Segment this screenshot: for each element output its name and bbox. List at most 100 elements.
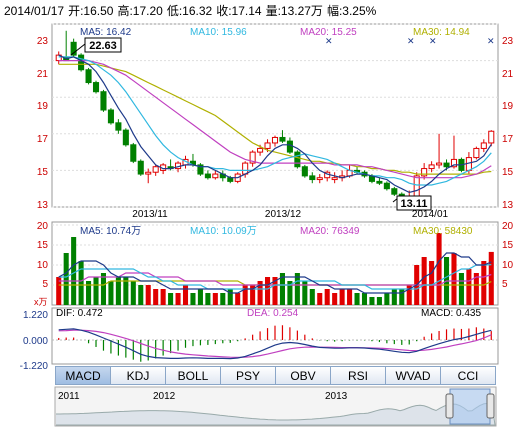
legend-ma30: MA30: 14.94 <box>413 27 470 38</box>
vol-tick-right: 20 <box>502 221 514 232</box>
price-tick-left: 15 <box>37 167 49 178</box>
candle-body <box>488 130 495 144</box>
volume-bar <box>436 233 442 305</box>
volume-bar <box>86 281 92 305</box>
candle-body <box>257 147 264 153</box>
candle-body <box>107 109 114 124</box>
price-tick-right: 15 <box>502 167 514 178</box>
tab-kdj[interactable]: KDJ <box>111 366 166 385</box>
volume-bar <box>168 293 174 305</box>
macd-legend-dif: DIF: 0.472 <box>56 308 103 319</box>
candle-body <box>391 188 398 195</box>
volume-bar <box>235 293 241 305</box>
quote-low: 低:16.32 <box>166 4 213 18</box>
macd-tick: 0.000 <box>23 336 48 347</box>
candle-body <box>242 162 249 175</box>
tab-cci[interactable]: CCI <box>441 366 496 385</box>
candle-body <box>137 160 144 175</box>
tab-obv[interactable]: OBV <box>276 366 331 385</box>
candle-body <box>301 166 308 177</box>
volume-bar <box>309 289 315 305</box>
candle-body <box>85 69 92 84</box>
event-marker-icon[interactable]: ✕ <box>407 36 415 46</box>
vol-tick-left: 5 <box>42 279 48 290</box>
volume-bar <box>138 285 144 305</box>
price-tick-left: 13 <box>37 200 49 211</box>
x-tick: 2014/01 <box>412 209 449 220</box>
volume-bar <box>473 273 479 305</box>
volume-bar <box>130 281 136 305</box>
quote-header: 2014/01/17 开:16.50 高:17.20 低:16.32 收:17.14 量:… <box>4 2 380 19</box>
candle-body <box>264 142 271 149</box>
tab-wvad[interactable]: WVAD <box>386 366 441 385</box>
price-tick-left: 17 <box>37 134 49 145</box>
candle-body <box>413 175 420 197</box>
tab-boll[interactable]: BOLL <box>166 366 221 385</box>
max-price-label: 22.63 <box>89 40 117 52</box>
price-tick-right: 13 <box>502 200 514 211</box>
vol-tick-left: 10 <box>37 260 49 271</box>
volume-bar <box>205 293 211 305</box>
vol-tick-right: 5 <box>502 279 508 290</box>
candle-body <box>428 164 435 170</box>
candle-body <box>443 162 450 168</box>
volume-bar <box>287 281 293 305</box>
candle-body <box>122 129 129 146</box>
candle-body <box>78 54 85 71</box>
navigator-right-handle[interactable] <box>486 393 495 419</box>
navigator-left-handle[interactable] <box>445 393 454 419</box>
event-marker-icon[interactable]: ✕ <box>487 36 495 46</box>
candle-body <box>212 173 219 179</box>
candle-body <box>279 136 286 142</box>
tab-rsi[interactable]: RSI <box>331 366 386 385</box>
volume-bar <box>451 253 457 305</box>
volume-bar <box>324 289 330 305</box>
candle-body <box>436 162 443 166</box>
price-tick-left: 23 <box>37 36 49 47</box>
vol-ma5-line <box>58 252 492 294</box>
volume-bar <box>369 297 375 305</box>
tab-psy[interactable]: PSY <box>221 366 276 385</box>
volume-bar <box>332 293 338 305</box>
candle-body <box>271 136 279 144</box>
price-tick-left: 19 <box>37 101 49 112</box>
volume-bar <box>257 281 263 305</box>
volume-bar <box>421 257 427 305</box>
candle-body <box>130 144 137 162</box>
dif-line <box>58 328 492 360</box>
candle-body <box>115 122 122 131</box>
price-tick-left: 21 <box>37 69 49 80</box>
candle-body <box>376 180 383 184</box>
candle-body <box>480 142 487 149</box>
tab-macd[interactable]: MACD <box>55 366 111 385</box>
vol-tick-left: 20 <box>37 221 49 232</box>
price-tick-right: 17 <box>502 134 514 145</box>
volume-bar <box>399 289 405 305</box>
volume-bar <box>63 253 69 305</box>
price-tick-right: 19 <box>502 101 514 112</box>
candle-body <box>450 158 458 168</box>
volume-bar <box>376 297 382 305</box>
volume-bar <box>265 277 271 305</box>
ma30-line <box>58 63 492 175</box>
volume-bar <box>429 261 435 305</box>
macd-legend-dea: DEA: 0.254 <box>247 308 299 319</box>
vol-tick-right: 15 <box>502 240 514 251</box>
x-tick: 2013/11 <box>132 209 168 220</box>
volume-bar <box>153 289 159 305</box>
candle-body <box>92 82 100 93</box>
event-marker-icon[interactable]: ✕ <box>429 36 437 46</box>
event-marker-icon[interactable]: ✕ <box>325 36 333 46</box>
navigator-selection[interactable] <box>449 388 491 425</box>
candle-body <box>70 41 77 56</box>
navigator-year: 2011 <box>58 391 80 402</box>
volume-bar <box>145 285 151 305</box>
volume-bar <box>93 277 99 305</box>
volume-bar <box>182 285 189 305</box>
volume-bar <box>406 285 412 305</box>
volume-bar <box>190 293 196 305</box>
quote-close: 收:17.14 <box>216 4 262 18</box>
candle-body <box>331 177 338 181</box>
min-price-callout <box>396 195 432 211</box>
